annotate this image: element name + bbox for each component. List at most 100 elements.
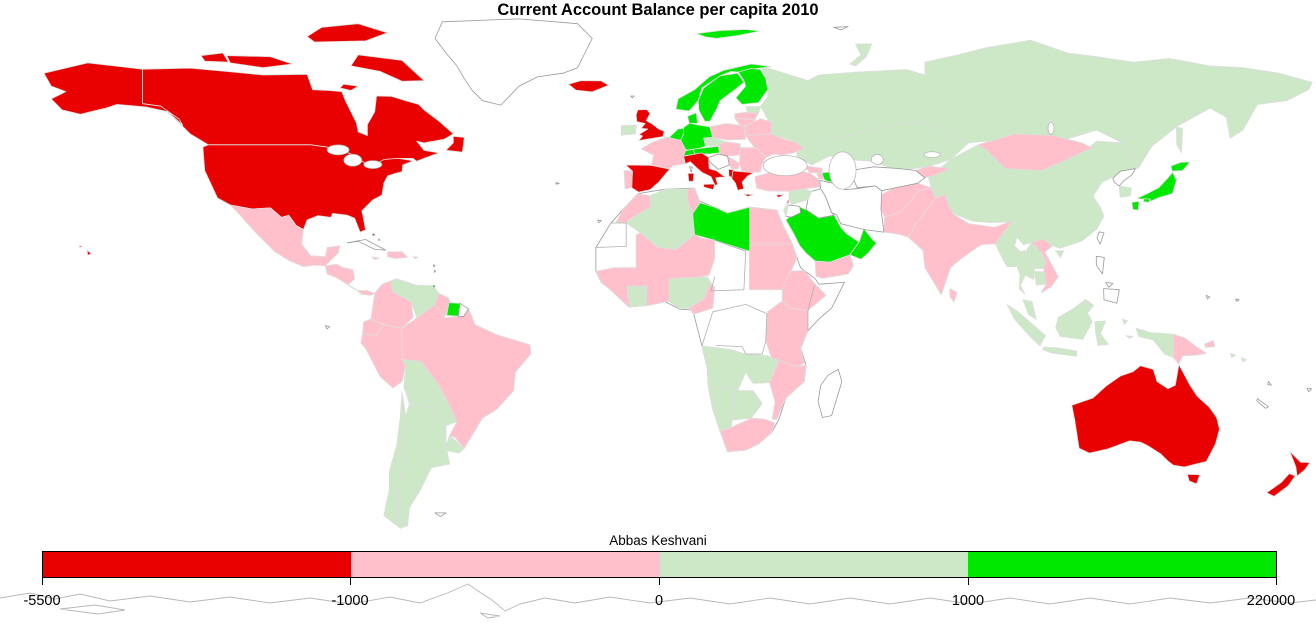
country-corsica <box>689 166 693 173</box>
country-botswana <box>732 390 763 421</box>
country-vietnam <box>1031 238 1059 294</box>
country-victoria <box>226 55 293 69</box>
country-chile <box>383 391 408 529</box>
country-india <box>908 193 1013 296</box>
legend-tick <box>1276 578 1277 585</box>
country-cyprus <box>775 193 785 198</box>
country-bahamas-2 <box>377 238 382 242</box>
aral-sea <box>870 154 884 165</box>
country-israel <box>783 203 789 217</box>
country-argentina <box>398 403 450 527</box>
country-suriname <box>446 302 461 317</box>
country-france <box>640 136 687 170</box>
country-crete <box>743 193 755 197</box>
country-kyushu <box>1131 200 1140 211</box>
country-micronesia-1 <box>1205 294 1211 300</box>
country-novaya-zemlya <box>849 43 873 67</box>
country-iceland <box>568 80 609 93</box>
country-alaska <box>43 62 184 126</box>
country-lebanon <box>785 197 791 204</box>
legend-tick-label: 220000 <box>1246 593 1296 609</box>
legend-tick-label: 0 <box>654 593 664 609</box>
country-svalbard <box>696 29 761 39</box>
legend-segment-1 <box>351 552 660 577</box>
country-ivory-coast <box>626 285 648 307</box>
lake-baikal <box>1047 121 1055 135</box>
country-namibia <box>708 386 739 432</box>
country-baffin <box>350 54 425 82</box>
country-new-guinea-west <box>1135 327 1174 358</box>
black-sea <box>762 155 808 177</box>
legend-tick <box>42 578 43 585</box>
country-bahamas-1 <box>371 232 377 237</box>
country-galapagos <box>324 325 331 330</box>
country-vanuatu <box>1267 381 1272 386</box>
country-east-africa <box>765 300 809 368</box>
country-hainan <box>1055 250 1065 259</box>
country-russia <box>760 39 1313 169</box>
country-banks <box>200 52 229 63</box>
country-java <box>1042 346 1077 357</box>
country-south-africa <box>719 417 776 452</box>
country-uruguay <box>445 435 465 454</box>
country-cameroon <box>688 282 716 315</box>
legend-tick-label: -1000 <box>331 593 369 609</box>
legend-segment-2 <box>659 552 968 577</box>
country-norway <box>675 63 772 112</box>
country-serbia <box>727 155 740 171</box>
country-ellesmere <box>306 23 388 43</box>
country-central-america <box>324 263 376 296</box>
country-antilles-2 <box>433 269 436 273</box>
country-belarus <box>743 118 772 136</box>
country-hungary-slovakia <box>717 141 741 157</box>
author-label: Abbas Keshvani <box>609 533 707 548</box>
legend-tick <box>968 578 969 585</box>
country-sakhalin <box>1176 126 1183 154</box>
country-trinidad <box>432 284 436 289</box>
country-italy <box>683 152 726 186</box>
country-taiwan <box>1096 231 1105 245</box>
country-sri-lanka <box>949 288 958 303</box>
country-greece <box>731 170 755 191</box>
country-newfoundland <box>445 135 465 153</box>
country-portugal <box>623 170 633 190</box>
country-antilles-1 <box>433 264 436 268</box>
country-poland <box>709 123 747 141</box>
country-zambia <box>745 353 779 384</box>
country-new-caledonia <box>1256 398 1269 409</box>
lake-superior <box>326 144 350 156</box>
country-oman <box>849 228 877 260</box>
country-drc-border <box>701 303 768 355</box>
country-hokkaido <box>1170 161 1191 172</box>
country-maluku-1 <box>1121 318 1129 325</box>
country-shikoku <box>1143 198 1151 203</box>
country-hispaniola <box>387 251 408 259</box>
country-puerto-rico <box>412 256 419 260</box>
country-egypt <box>749 206 793 245</box>
country-cuba <box>346 239 387 251</box>
country-north-korea <box>1112 168 1136 187</box>
country-sulawesi <box>1094 320 1109 346</box>
country-syria <box>788 188 812 205</box>
legend-tick <box>659 578 660 585</box>
country-franz-josef <box>833 26 849 31</box>
country-iran <box>819 180 885 233</box>
country-mexico <box>229 204 341 267</box>
country-romania-bulgaria <box>739 147 767 174</box>
country-nz-south <box>1266 473 1296 497</box>
lake-balkhash <box>923 151 941 159</box>
country-micronesia-2 <box>1235 298 1240 302</box>
lake-erie-ontario <box>363 160 383 169</box>
country-solomon-2 <box>1240 357 1247 363</box>
country-denmark <box>687 112 698 124</box>
country-central-asia <box>850 166 926 192</box>
country-maluku-2 <box>1125 335 1134 339</box>
legend-segment-0 <box>43 552 352 577</box>
country-mindanao <box>1103 288 1120 304</box>
legend-tick <box>350 578 351 585</box>
legend-segment-3 <box>967 552 1276 577</box>
country-fiji <box>1306 387 1312 393</box>
legend-tick-label: 1000 <box>951 593 985 609</box>
country-greenland <box>434 18 593 106</box>
